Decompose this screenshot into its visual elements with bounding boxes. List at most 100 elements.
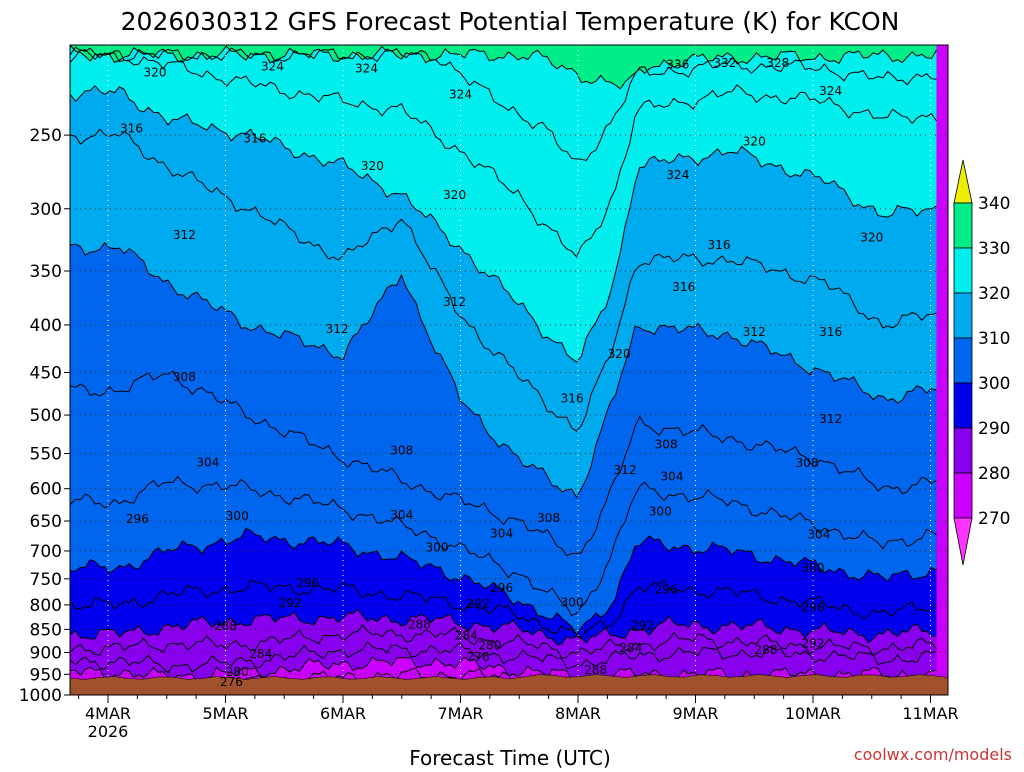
contour-label: 292 bbox=[467, 597, 490, 611]
terrain-fill bbox=[69, 674, 949, 696]
x-tick-label: 9MAR bbox=[672, 704, 718, 723]
contour-label: 316 bbox=[819, 325, 842, 339]
contour-label: 276 bbox=[220, 675, 243, 689]
plot-frame bbox=[69, 44, 949, 696]
colorbar-label: 330 bbox=[978, 239, 1010, 259]
contour-label: 304 bbox=[490, 526, 513, 540]
contour-label: 296 bbox=[490, 581, 513, 595]
terrain bbox=[69, 674, 949, 696]
isotherm-320 bbox=[70, 84, 937, 363]
y-tick-label: 500 bbox=[30, 406, 62, 426]
grid-lines bbox=[70, 45, 948, 695]
contour-label: 316 bbox=[561, 392, 584, 406]
contour-label: 336 bbox=[666, 58, 689, 72]
y-tick-label: 650 bbox=[30, 512, 62, 532]
isotherm-304 bbox=[70, 475, 937, 617]
x-tick-sublabel: 2026 bbox=[88, 722, 129, 741]
contour-label: 304 bbox=[390, 508, 413, 522]
y-tick-label: 550 bbox=[30, 445, 62, 465]
band-320 bbox=[70, 45, 937, 362]
contour-label: 296 bbox=[296, 576, 319, 590]
contour-label: 288 bbox=[584, 663, 607, 677]
x-tick-label: 11MAR bbox=[902, 704, 958, 723]
y-tick-label: 850 bbox=[30, 620, 62, 640]
contour-label: 304 bbox=[661, 469, 684, 483]
y-tick-label: 250 bbox=[30, 126, 62, 146]
contour-label: 296 bbox=[126, 512, 149, 526]
y-axis: 250 300 350 400 450 500 550 600 650 700 750 800 850 9… bbox=[19, 126, 70, 706]
colorbar-label: 290 bbox=[978, 419, 1010, 439]
isotherm-284 bbox=[70, 641, 937, 674]
contour-label: 300 bbox=[561, 595, 584, 609]
contour-label: 316 bbox=[120, 122, 143, 136]
contour-label: 300 bbox=[802, 561, 825, 575]
contour-label: 324 bbox=[666, 168, 689, 182]
x-tick-label: 4MAR bbox=[85, 704, 131, 723]
contour-label: 312 bbox=[819, 412, 842, 426]
contour-label: 300 bbox=[426, 540, 449, 554]
colorbar-label: 280 bbox=[978, 464, 1010, 484]
contour-label: 308 bbox=[796, 456, 819, 470]
contour-label: 300 bbox=[649, 505, 672, 519]
colorbar: 270 280 290 300 310 320 330 340 bbox=[953, 159, 1010, 566]
y-tick-label: 350 bbox=[30, 262, 62, 282]
y-tick-label: 450 bbox=[30, 364, 62, 384]
band-324 bbox=[70, 45, 937, 257]
contour-label: 324 bbox=[819, 84, 842, 98]
y-tick-label: 400 bbox=[30, 316, 62, 336]
contour-label: 316 bbox=[672, 280, 695, 294]
contour-label: 308 bbox=[390, 444, 413, 458]
isotherm-296 bbox=[70, 579, 937, 640]
contour-label: 320 bbox=[608, 347, 631, 361]
temperature-bands bbox=[70, 45, 948, 695]
chart-title: 2026030312 GFS Forecast Potential Temper… bbox=[121, 7, 900, 36]
y-tick-label: 700 bbox=[30, 542, 62, 562]
isotherm-308 bbox=[70, 370, 937, 557]
contour-label: 284 bbox=[249, 647, 272, 661]
y-tick-label: 750 bbox=[30, 570, 62, 590]
contour-label: 296 bbox=[655, 582, 678, 596]
y-tick-label: 800 bbox=[30, 596, 62, 616]
contour-label: 312 bbox=[614, 463, 637, 477]
contour-label: 328 bbox=[766, 56, 789, 70]
contour-label: 316 bbox=[243, 131, 266, 145]
contour-label: 280 bbox=[226, 665, 249, 679]
contour-label: 308 bbox=[173, 370, 196, 384]
contour-label: 276 bbox=[467, 650, 490, 664]
contour-label: 312 bbox=[443, 295, 466, 309]
contour-label: 312 bbox=[173, 228, 196, 242]
colorbar-label: 300 bbox=[978, 374, 1010, 394]
colorbar-segment bbox=[953, 202, 973, 249]
x-tick-label: 8MAR bbox=[555, 704, 601, 723]
contour-label: 292 bbox=[802, 636, 825, 650]
contour-label: 320 bbox=[144, 65, 167, 79]
isotherm-324 bbox=[70, 47, 937, 258]
contour-label: 304 bbox=[807, 527, 830, 541]
contour-label: 308 bbox=[655, 438, 678, 452]
isotherm-328 bbox=[70, 46, 937, 162]
colorbar-segment bbox=[953, 292, 973, 339]
colorbar-label: 310 bbox=[978, 329, 1010, 349]
contour-label: 324 bbox=[355, 62, 378, 76]
x-tick-label: 10MAR bbox=[785, 704, 841, 723]
colorbar-segment bbox=[953, 382, 973, 429]
colorbar-label: 340 bbox=[978, 194, 1010, 214]
colorbar-segment bbox=[953, 427, 973, 474]
y-tick-label: 900 bbox=[30, 643, 62, 663]
contour-label: 280 bbox=[478, 639, 501, 653]
contour-label: 320 bbox=[743, 135, 766, 149]
y-tick-label: 1000 bbox=[19, 686, 62, 706]
colorbar-tip-top bbox=[953, 159, 973, 204]
colorbar-label: 320 bbox=[978, 284, 1010, 304]
band-332 bbox=[70, 45, 937, 89]
credit-text: coolwx.com/models bbox=[854, 745, 1012, 764]
contour-label: 308 bbox=[537, 511, 560, 525]
contour-label: 312 bbox=[743, 325, 766, 339]
colorbar-segment bbox=[953, 337, 973, 384]
contour-label: 312 bbox=[326, 322, 349, 336]
contour-label: 304 bbox=[196, 455, 219, 469]
contour-label: 320 bbox=[361, 159, 384, 173]
